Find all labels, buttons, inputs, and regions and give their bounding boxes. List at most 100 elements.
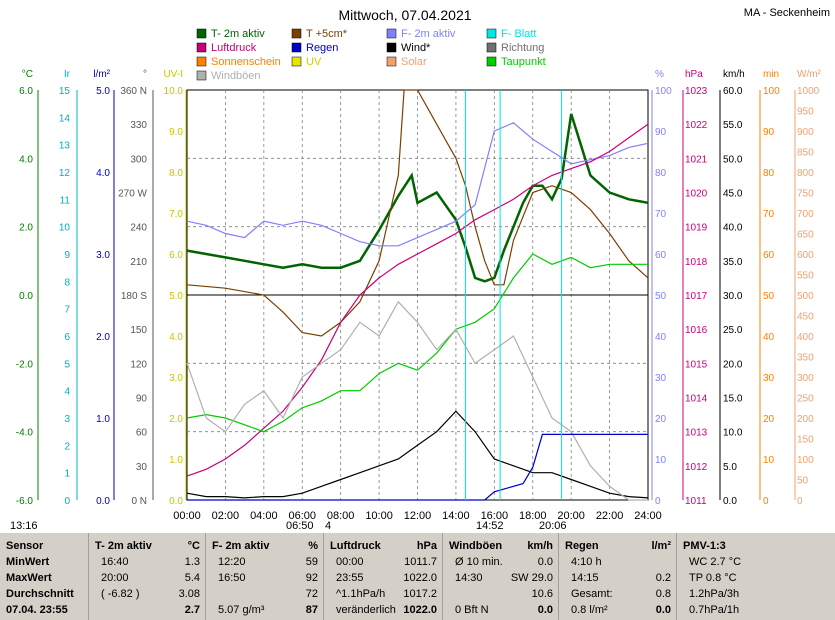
wind-tick-label: 0.0 bbox=[723, 496, 737, 507]
cell-label: ( -6.82 ) bbox=[101, 588, 140, 600]
legend-label: T- 2m aktiv bbox=[211, 28, 265, 40]
sunset-time: 20:06 bbox=[539, 520, 567, 532]
solar-tick-label: 450 bbox=[797, 312, 814, 323]
time-tick-label: 06:00 bbox=[288, 510, 316, 522]
hum-tick-label: 50 bbox=[655, 291, 667, 302]
uv-tick-label: 7.0 bbox=[169, 209, 183, 220]
solar-tick-label: 300 bbox=[797, 373, 814, 384]
press-tick-label: 1016 bbox=[685, 325, 708, 336]
rain-tick-label: 3.0 bbox=[96, 250, 110, 261]
legend-label: Solar bbox=[401, 56, 427, 68]
hum-tick-label: 0 bbox=[655, 496, 661, 507]
ir-tick-label: 11 bbox=[60, 195, 71, 206]
cell-value: 0.0 bbox=[537, 556, 553, 568]
temp-tick-label: -6.0 bbox=[16, 496, 34, 507]
table-column: F- 2m aktiv% 12:20 59 16:50 92 72 5.07 g/m³ 87 bbox=[205, 533, 324, 620]
legend-swatch bbox=[486, 42, 497, 53]
legend-label: Wind* bbox=[401, 42, 431, 54]
hum-tick-label: 70 bbox=[655, 209, 667, 220]
table-cell: 1.2hPa/3h bbox=[683, 586, 791, 602]
cell-label: TP 0.8 °C bbox=[689, 572, 737, 584]
table-column: Regen l/m² 4:10 h 14:15 0.2 Gesamt: 0.8 0.8 l/m… bbox=[558, 533, 677, 620]
time-tick-label: 12:00 bbox=[404, 510, 432, 522]
hum-tick-label: 40 bbox=[655, 332, 667, 343]
ir-tick-label: 0 bbox=[64, 496, 70, 507]
wind-tick-label: 30.0 bbox=[723, 291, 743, 302]
dir-tick-label: 0 N bbox=[131, 496, 147, 507]
press-tick-label: 1017 bbox=[685, 291, 708, 302]
table-cell: MaxWert bbox=[6, 570, 82, 586]
table-cell: Ø 10 min. 0.0 bbox=[449, 554, 553, 570]
press-tick-label: 1022 bbox=[685, 120, 708, 131]
time-tick-label: 14:00 bbox=[442, 510, 470, 522]
table-header: PMV-1:3 bbox=[683, 538, 791, 554]
cell-value: 72 bbox=[305, 588, 318, 600]
ir-tick-label: 10 bbox=[59, 223, 71, 234]
dir-tick-label: 270 W bbox=[118, 189, 147, 200]
table-cell: 5.07 g/m³ 87 bbox=[212, 602, 318, 618]
cell-label: 16:40 bbox=[101, 556, 129, 568]
dir-tick-label: 210 bbox=[130, 257, 147, 268]
cell-value: 0.0 bbox=[655, 604, 671, 616]
series-line-windb-en bbox=[186, 300, 648, 501]
table-cell: 00:00 1011.7 bbox=[330, 554, 437, 570]
cell-label: 20:00 bbox=[101, 572, 129, 584]
cell-value: 1011.7 bbox=[404, 556, 437, 568]
cell-label: 0.8 l/m² bbox=[571, 604, 608, 616]
wind-tick-label: 35.0 bbox=[723, 257, 743, 268]
chart-title: Mittwoch, 07.04.2021 bbox=[338, 7, 471, 23]
solar-tick-label: 350 bbox=[797, 353, 814, 364]
solar-tick-label: 150 bbox=[797, 435, 814, 446]
temp-tick-label: 4.0 bbox=[19, 154, 33, 165]
uv-tick-label: 0.0 bbox=[169, 496, 183, 507]
table-header-label: PMV-1:3 bbox=[683, 540, 726, 552]
uv-tick-label: 3.0 bbox=[169, 373, 183, 384]
dir-tick-label: 180 S bbox=[121, 291, 147, 302]
legend-swatch bbox=[196, 56, 207, 67]
ir-tick-label: 14 bbox=[59, 113, 71, 124]
table-cell: 14:15 0.2 bbox=[565, 570, 671, 586]
table-column: Windböen km/h Ø 10 min. 0.0 14:30 SW 29.0 10.6… bbox=[442, 533, 559, 620]
ir-tick-label: 15 bbox=[59, 86, 71, 97]
cell-value: 1022.0 bbox=[403, 572, 437, 584]
sunrise-time: 06:50 bbox=[286, 520, 314, 532]
dir-tick-label: 360 N bbox=[120, 86, 147, 97]
table-cell: 2.7 bbox=[95, 602, 200, 618]
table-header-unit: km/h bbox=[527, 540, 553, 552]
dir-tick-label: 30 bbox=[136, 462, 148, 473]
table-cell: 14:30 SW 29.0 bbox=[449, 570, 553, 586]
table-cell: MinWert bbox=[6, 554, 82, 570]
solar-tick-label: 50 bbox=[797, 476, 809, 487]
table-cell: 10.6 bbox=[449, 586, 553, 602]
table-cell: 0.8 l/m² 0.0 bbox=[565, 602, 671, 618]
hum-tick-label: 60 bbox=[655, 250, 667, 261]
cell-label: 0 Bft N bbox=[455, 604, 489, 616]
cell-value: 3.08 bbox=[178, 588, 200, 600]
table-column: Luftdruck hPa 00:00 1011.7 23:55 1022.0 ^1.1hP… bbox=[323, 533, 443, 620]
solar-axis-unit: W/m² bbox=[797, 69, 822, 80]
table-header-unit: % bbox=[308, 540, 318, 552]
temp-tick-label: -4.0 bbox=[16, 428, 34, 439]
row-label: 07.04. 23:55 bbox=[6, 604, 68, 616]
wind-tick-label: 55.0 bbox=[723, 120, 743, 131]
min-tick-label: 90 bbox=[763, 127, 775, 138]
wind-tick-label: 60.0 bbox=[723, 86, 743, 97]
time-tick-label: 20:00 bbox=[557, 510, 585, 522]
solar-tick-label: 650 bbox=[797, 230, 814, 241]
cell-value: 1017.2 bbox=[403, 588, 437, 600]
table-cell: TP 0.8 °C bbox=[683, 570, 791, 586]
solar-tick-label: 200 bbox=[797, 414, 814, 425]
table-header: F- 2m aktiv% bbox=[212, 538, 318, 554]
press-tick-label: 1015 bbox=[685, 359, 708, 370]
min-tick-label: 10 bbox=[763, 455, 775, 466]
legend-swatch bbox=[196, 70, 207, 81]
press-tick-label: 1020 bbox=[685, 189, 708, 200]
cell-value: 1.3 bbox=[184, 556, 200, 568]
sun-markers: 13:16 06:50 4 14:52 20:06 bbox=[10, 520, 567, 532]
table-cell: 07.04. 23:55 bbox=[6, 602, 82, 618]
series-layer bbox=[186, 89, 649, 501]
series-line-t-2m-aktiv bbox=[186, 113, 649, 283]
dir-tick-label: 150 bbox=[130, 325, 147, 336]
press-tick-label: 1013 bbox=[685, 428, 708, 439]
station-name: MA - Seckenheim bbox=[744, 7, 830, 19]
